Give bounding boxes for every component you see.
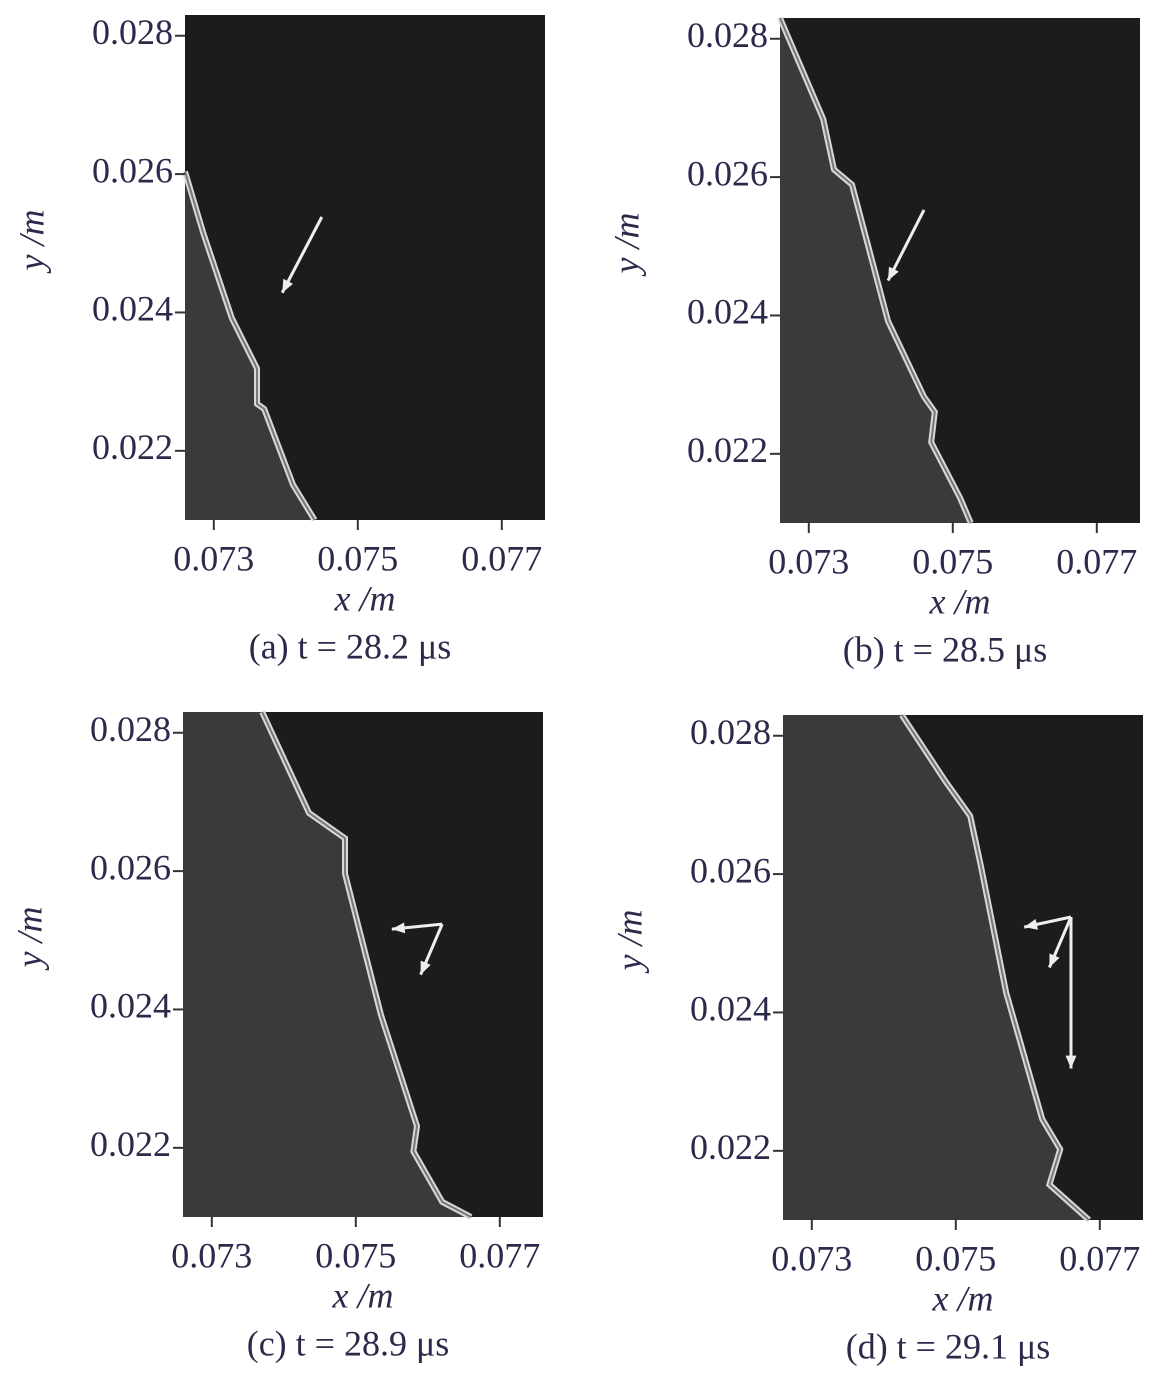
panel: 0.022 0.024 0.026 0.028 0.073 0.075 0.077 x /m y… [9,709,543,1363]
caption: (d) t = 29.1 μs [846,1326,1051,1366]
y-axis-label: y /m [11,210,51,274]
y-tick-label: 0.026 [687,153,768,193]
y-tick-label: 0.026 [92,150,173,190]
x-tick-label: 0.073 [771,1238,852,1278]
y-tick-label: 0.022 [92,427,173,467]
arrow-head [420,960,431,975]
arrow-head [1065,1055,1077,1069]
front-core [184,171,316,521]
y-tick-label: 0.024 [90,986,171,1026]
x-axis-label: x /m [334,578,396,618]
arrow-head [282,278,294,293]
y-tick-label: 0.024 [92,289,173,329]
panel: 0.022 0.024 0.026 0.028 0.073 0.075 0.077 x /m y… [606,15,1140,669]
panel: 0.022 0.024 0.026 0.028 0.073 0.075 0.077 x /m y… [11,12,545,666]
shocked-region [183,712,471,1217]
y-axis-label: y /m [609,910,649,974]
arrow [886,209,926,282]
arrow-head [888,266,899,281]
x-tick-label: 0.077 [461,538,542,578]
y-axis-label: y /m [606,213,646,277]
y-tick-label: 0.022 [690,1127,771,1167]
x-tick-label: 0.077 [1059,1238,1140,1278]
arrow-head [391,922,406,934]
x-tick-label: 0.075 [912,541,993,581]
y-tick-label: 0.028 [92,12,173,52]
front-core [900,714,1090,1221]
x-tick-label: 0.075 [915,1238,996,1278]
x-tick-label: 0.077 [1056,541,1137,581]
x-axis-label: x /m [929,581,991,621]
front-core [261,711,472,1218]
y-tick-label: 0.022 [90,1124,171,1164]
arrow-head [1049,953,1060,968]
x-tick-label: 0.073 [173,538,254,578]
x-tick-label: 0.077 [459,1235,540,1275]
arrow [280,216,324,294]
shocked-region [783,715,1089,1220]
y-axis-label: y /m [9,907,49,971]
y-tick-label: 0.024 [690,989,771,1029]
y-tick-label: 0.028 [690,712,771,752]
x-axis-label: x /m [932,1278,994,1318]
panel: 0.022 0.024 0.026 0.028 0.073 0.075 0.077 x /m y… [609,712,1143,1366]
y-tick-label: 0.026 [90,847,171,887]
y-tick-label: 0.028 [687,15,768,55]
caption: (a) t = 28.2 μs [249,626,452,666]
x-tick-label: 0.073 [171,1235,252,1275]
caption: (b) t = 28.5 μs [843,629,1048,669]
y-tick-label: 0.026 [690,850,771,890]
caption: (c) t = 28.9 μs [247,1323,450,1363]
arrow-head [1024,919,1038,930]
y-tick-label: 0.024 [687,292,768,332]
x-axis-label: x /m [332,1275,394,1315]
x-tick-label: 0.075 [315,1235,396,1275]
shocked-region [185,171,315,521]
y-tick-label: 0.022 [687,430,768,470]
x-tick-label: 0.073 [768,541,849,581]
y-tick-label: 0.028 [90,709,171,749]
x-tick-label: 0.075 [317,538,398,578]
front-core [779,17,972,524]
